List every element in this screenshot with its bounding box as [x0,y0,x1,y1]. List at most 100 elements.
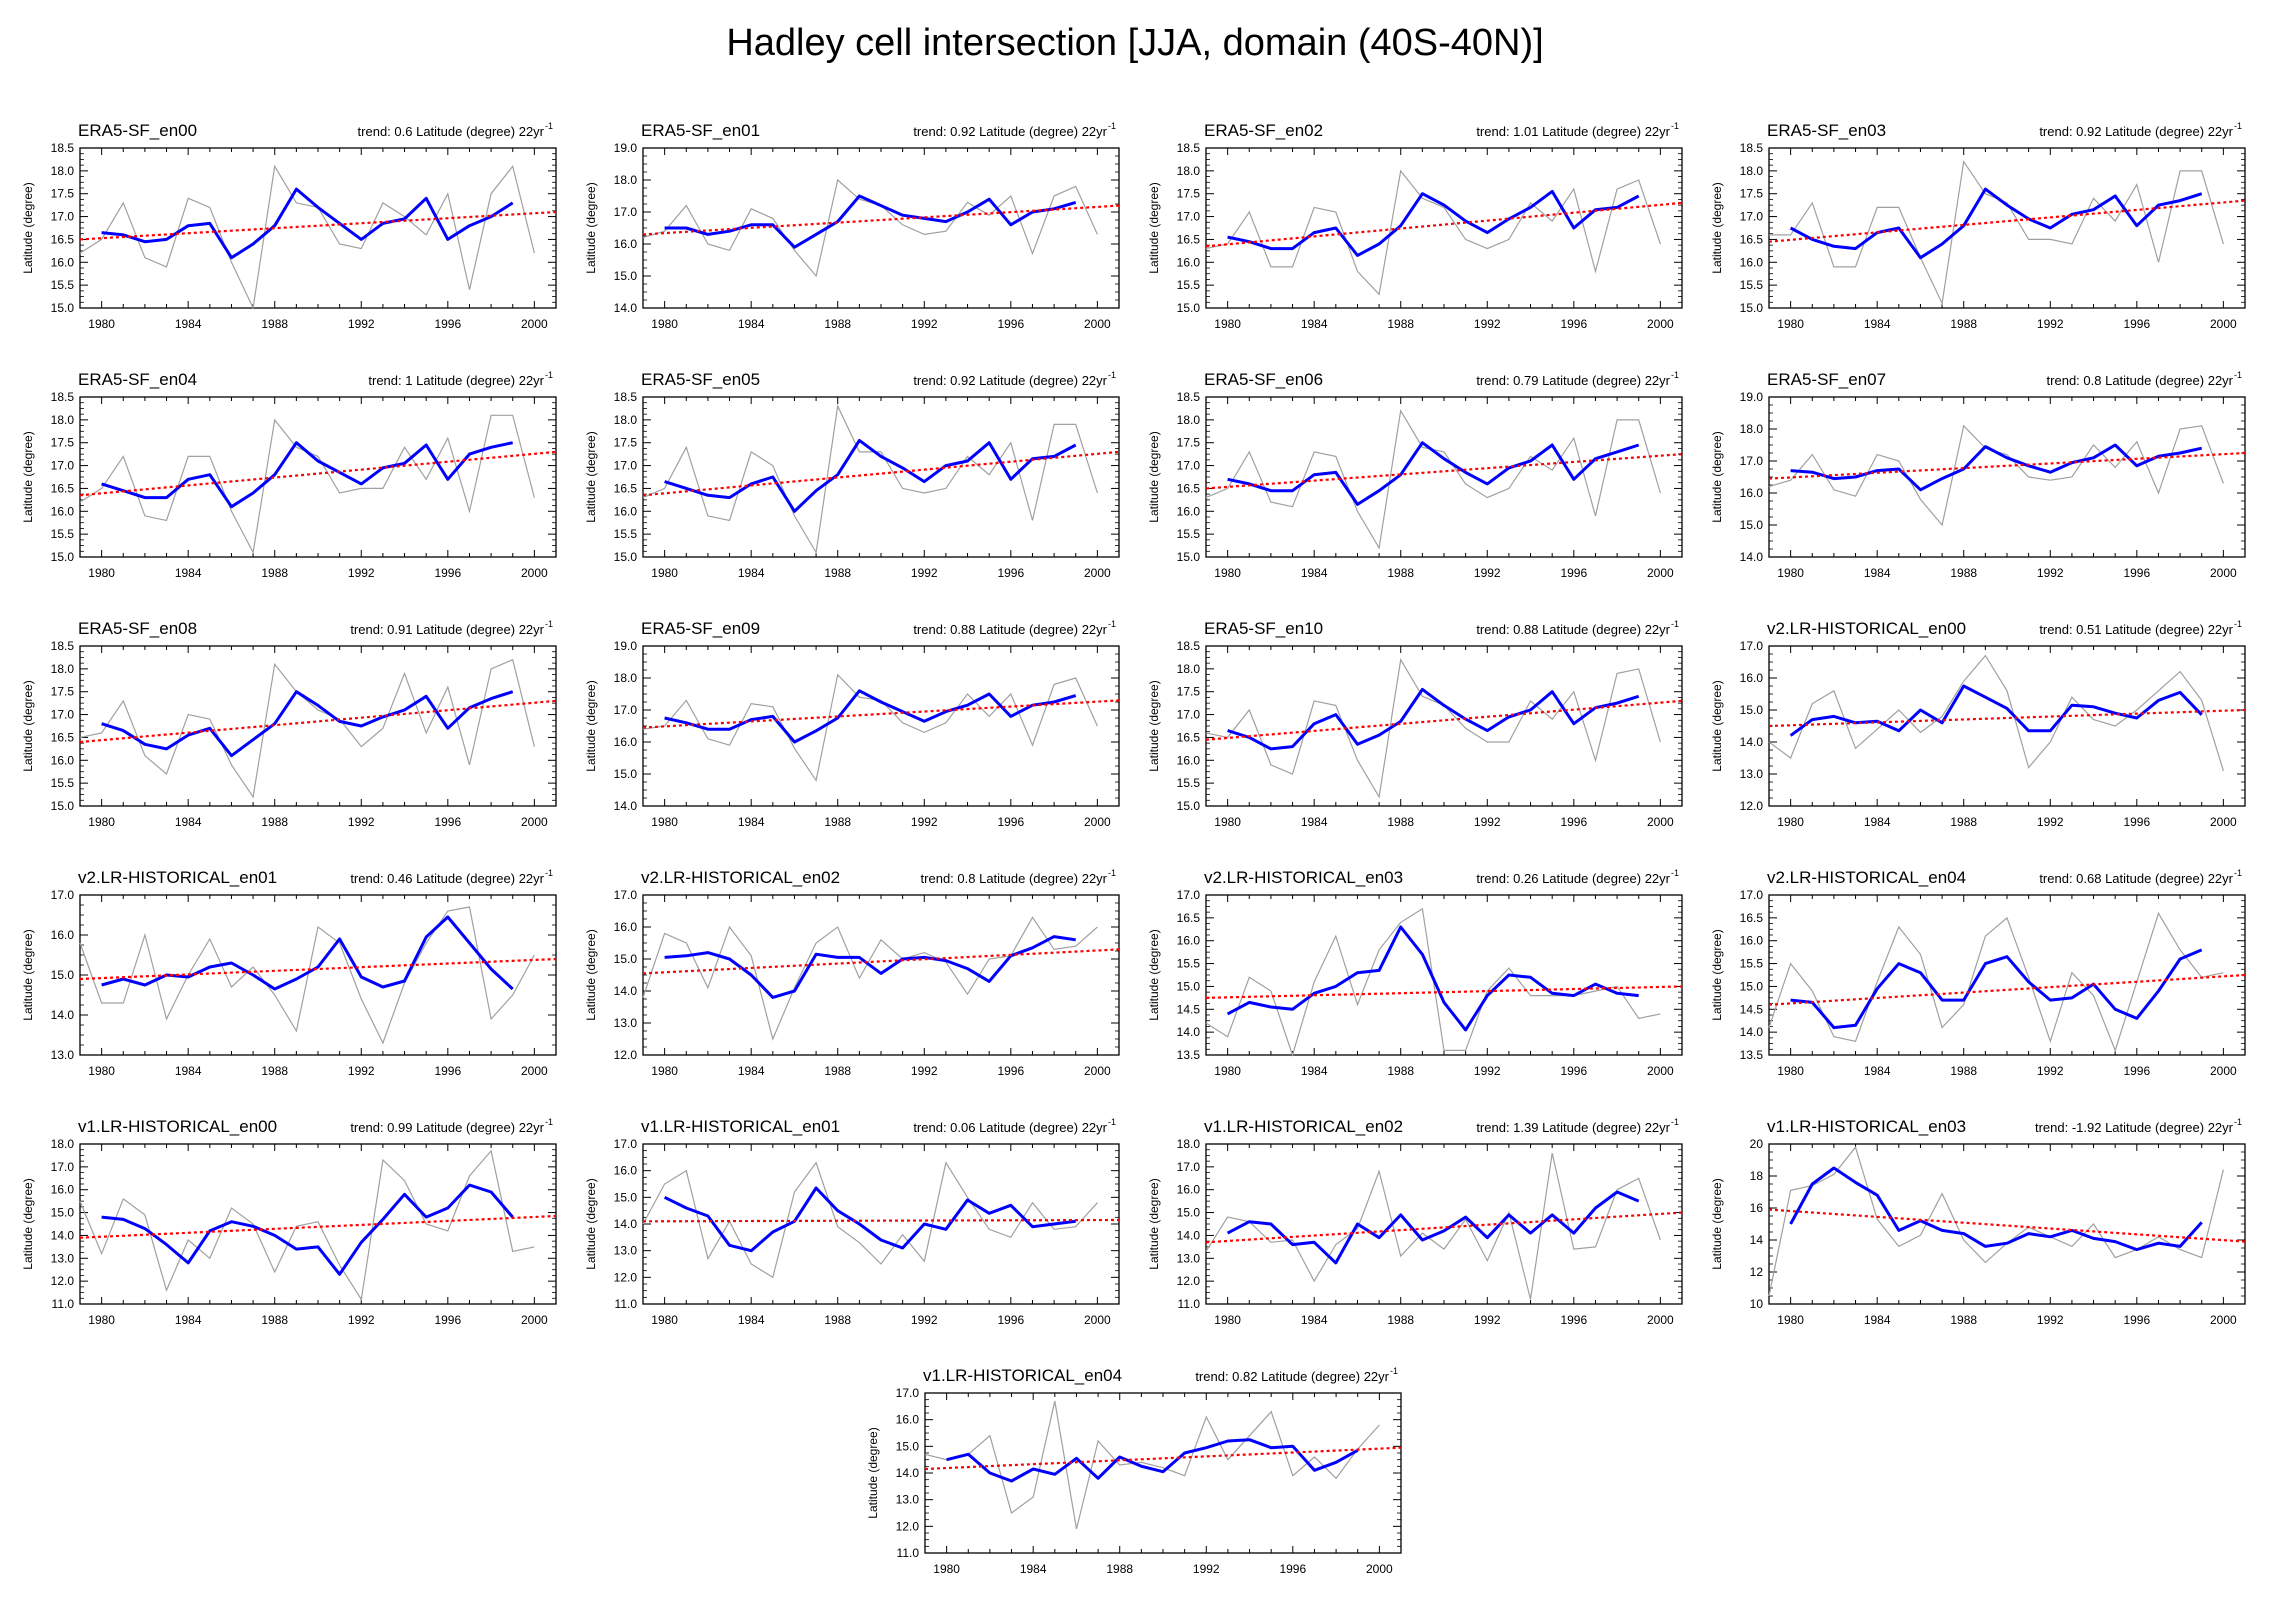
panel-title: ERA5-SF_en04 [78,370,197,389]
x-tick-label: 1980 [88,1064,115,1078]
trend-label: trend: 0.51 Latitude (degree) 22yr [2039,622,2233,637]
y-tick-label: 12 [1750,1265,1764,1279]
plot-frame [1768,1143,2246,1305]
x-tick-label: 2000 [1084,1313,1111,1327]
x-tick-label: 2000 [521,566,548,580]
x-tick-label: 2000 [2210,317,2237,331]
plot-frame [1768,645,2246,807]
y-tick-label: 16.0 [1177,1183,1201,1197]
x-tick-label: 1992 [348,815,375,829]
x-tick-label: 1992 [2037,815,2064,829]
x-tick-label: 1992 [911,1064,938,1078]
trend-label: trend: 0.99 Latitude (degree) 22yr [350,1120,544,1135]
y-tick-label: 18 [1750,1169,1764,1183]
trend-exponent: -1 [2234,121,2242,131]
trend-label: trend: 0.26 Latitude (degree) 22yr [1476,871,1670,886]
x-tick-label: 1996 [997,1313,1024,1327]
plot-frame [1205,396,1683,558]
y-axis-label: Latitude (degree) [1710,431,1724,522]
panel-title: ERA5-SF_en05 [641,370,760,389]
y-tick-label: 16.5 [51,481,75,495]
y-tick-label: 17.0 [1177,1160,1201,1174]
raw-series-line [1205,408,1661,550]
y-tick-label: 16.5 [1177,911,1201,925]
y-tick-label: 15.0 [1740,301,1764,315]
x-tick-label: 1992 [2037,566,2064,580]
panel-title: ERA5-SF_en06 [1204,370,1323,389]
y-tick-label: 15.0 [1177,1206,1201,1220]
y-tick-label: 11.0 [1178,1297,1201,1311]
trend-line [924,1446,1402,1471]
trend-line [1205,453,1683,490]
y-tick-label: 16.0 [51,504,75,518]
panel-v2.lr-historical_en03: v2.LR-HISTORICAL_en03 trend: 0.26 Latitud… [1147,868,1683,1078]
y-axis-label: Latitude (degree) [584,1178,598,1269]
trend-label: trend: 0.91 Latitude (degree) 22yr [350,622,544,637]
x-tick-label: 2000 [521,815,548,829]
y-tick-label: 15.5 [614,527,638,541]
trend-label: trend: 0.92 Latitude (degree) 22yr [913,373,1107,388]
smoothed-series-line [1790,443,2203,492]
trend-exponent: -1 [2234,619,2242,629]
y-tick-label: 13.5 [1740,1048,1764,1062]
y-tick-label: 19.0 [614,639,638,653]
trend-label: trend: 0.8 Latitude (degree) 22yr [921,871,1108,886]
trend-label: trend: 0.46 Latitude (degree) 22yr [350,871,544,886]
x-tick-label: 1992 [348,566,375,580]
smoothed-series-line [1226,925,1639,1032]
x-tick-label: 1988 [1387,317,1414,331]
y-tick-label: 17.0 [51,459,75,473]
trend-line [1768,1208,2246,1243]
x-tick-label: 1984 [175,815,202,829]
panel-title: v1.LR-HISTORICAL_en03 [1767,1117,1966,1136]
y-tick-label: 14.0 [614,301,638,315]
trend-label: trend: 1 Latitude (degree) 22yr [368,373,544,388]
x-tick-label: 1984 [175,1313,202,1327]
y-tick-label: 14 [1750,1233,1764,1247]
y-tick-label: 18.0 [614,173,638,187]
panel-v2.lr-historical_en04: v2.LR-HISTORICAL_en04 trend: 0.68 Latitud… [1710,868,2246,1078]
raw-series-line [642,404,1098,555]
panel-title: v2.LR-HISTORICAL_en04 [1767,868,1966,887]
trend-exponent: -1 [1671,1117,1679,1127]
y-tick-label: 15.5 [51,776,75,790]
plot-frame [79,147,557,309]
figure-title: Hadley cell intersection [JJA, domain (4… [726,22,1544,64]
x-tick-label: 2000 [1084,815,1111,829]
y-tick-label: 17.5 [1177,436,1201,450]
x-tick-label: 2000 [1647,566,1674,580]
trend-exponent: -1 [1108,868,1116,878]
x-tick-label: 1988 [1387,1313,1414,1327]
x-tick-label: 2000 [2210,1064,2237,1078]
x-tick-label: 1992 [1474,317,1501,331]
x-tick-label: 1988 [1950,1064,1977,1078]
x-tick-label: 1996 [2123,815,2150,829]
smoothed-series-line [946,1438,1359,1483]
y-tick-label: 12.0 [614,1270,638,1284]
x-tick-label: 1996 [2123,566,2150,580]
panel-era5-sf_en00: ERA5-SF_en00 trend: 0.6 Latitude (degree)… [21,121,557,331]
panel-title: v1.LR-HISTORICAL_en02 [1204,1117,1403,1136]
y-tick-label: 18.5 [1740,141,1764,155]
x-tick-label: 1988 [1106,1562,1133,1576]
y-axis-label: Latitude (degree) [584,182,598,273]
y-axis-label: Latitude (degree) [1147,431,1161,522]
x-tick-label: 1992 [2037,317,2064,331]
trend-line [642,1218,1120,1223]
y-tick-label: 14.5 [1177,1002,1201,1016]
y-tick-label: 16.0 [614,1164,638,1178]
trend-exponent: -1 [545,370,553,380]
x-tick-label: 1988 [824,1064,851,1078]
x-tick-label: 1980 [651,317,678,331]
trend-line [1768,973,2246,1006]
trend-exponent: -1 [1671,370,1679,380]
plot-frame [642,894,1120,1056]
x-tick-label: 1992 [1193,1562,1220,1576]
y-tick-label: 16.0 [614,920,638,934]
y-tick-label: 15.5 [1177,278,1201,292]
y-tick-label: 17.0 [614,459,638,473]
trend-exponent: -1 [1390,1366,1398,1376]
y-tick-label: 16.0 [614,237,638,251]
x-tick-label: 1984 [1864,1313,1891,1327]
x-tick-label: 1984 [1020,1562,1047,1576]
